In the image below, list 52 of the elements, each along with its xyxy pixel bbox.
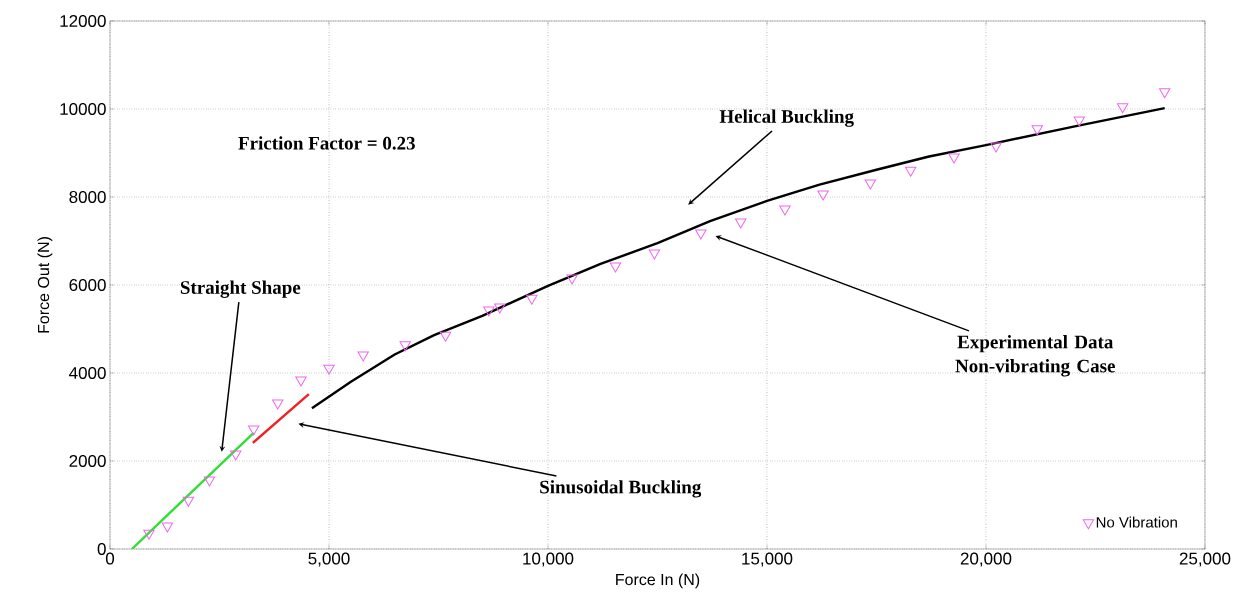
x-tick-label: 5,000 xyxy=(308,552,350,567)
point xyxy=(399,341,411,352)
y-tick-label: 12000 xyxy=(60,14,106,28)
point xyxy=(566,274,578,285)
annotation: Friction Factor = 0.23 xyxy=(238,136,415,150)
annotation: Straight Shape xyxy=(180,280,301,298)
point xyxy=(1158,88,1171,99)
point xyxy=(323,364,335,375)
point xyxy=(1116,103,1129,114)
point xyxy=(779,205,791,216)
y-tick-label: 0 xyxy=(97,542,106,556)
y-tick-label: 4000 xyxy=(69,366,106,380)
x-axis-title: Force In (N) xyxy=(616,573,700,589)
y-tick-label: 2000 xyxy=(69,454,106,468)
point xyxy=(230,450,242,461)
point xyxy=(1073,116,1085,127)
point xyxy=(295,376,307,387)
point xyxy=(357,351,369,362)
x-tick-label: 25,000 xyxy=(1179,552,1231,567)
point xyxy=(272,399,284,410)
point xyxy=(494,303,506,314)
annotation: Experimental Data Non-vibrating Case xyxy=(955,335,1115,377)
x-tick-label: 15,000 xyxy=(742,552,793,567)
point xyxy=(143,529,155,540)
y-axis-title: Force Out (N) xyxy=(37,237,53,333)
point xyxy=(648,249,661,260)
legend-label: No Vibration xyxy=(1096,516,1177,528)
y-tick-label: 6000 xyxy=(69,278,106,292)
point xyxy=(817,190,829,201)
x-tick-label: 20,000 xyxy=(960,552,1012,567)
x-tick-label: 10,000 xyxy=(523,552,574,567)
y-tick-label: 10000 xyxy=(60,102,106,116)
point xyxy=(735,218,747,229)
point xyxy=(904,166,917,177)
x-tick-label: 0 xyxy=(105,552,115,565)
y-tick-label: 8000 xyxy=(69,190,106,204)
point xyxy=(247,425,260,436)
point xyxy=(203,476,216,487)
point xyxy=(695,229,707,240)
line-series xyxy=(310,106,1166,410)
point xyxy=(1031,125,1043,136)
point xyxy=(439,331,452,342)
annotation: Sinusoidal Buckling xyxy=(540,480,702,498)
point xyxy=(609,262,622,273)
point xyxy=(864,179,877,190)
point xyxy=(990,142,1002,153)
point xyxy=(182,496,195,507)
annotation: Helical Buckling xyxy=(719,109,854,127)
point xyxy=(526,294,538,305)
point xyxy=(483,306,495,317)
point xyxy=(948,153,960,164)
point xyxy=(161,522,174,533)
